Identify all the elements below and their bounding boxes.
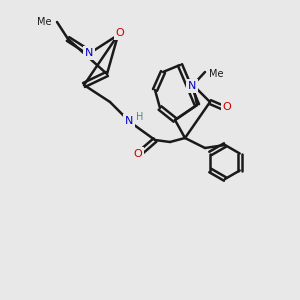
Text: Me: Me [209, 69, 224, 79]
Text: N: N [125, 116, 133, 126]
Text: N: N [85, 48, 93, 58]
Text: H: H [136, 112, 144, 122]
Text: N: N [188, 81, 196, 91]
Text: O: O [116, 28, 124, 38]
Text: O: O [134, 149, 142, 159]
Text: O: O [223, 102, 231, 112]
Text: Me: Me [38, 17, 52, 27]
